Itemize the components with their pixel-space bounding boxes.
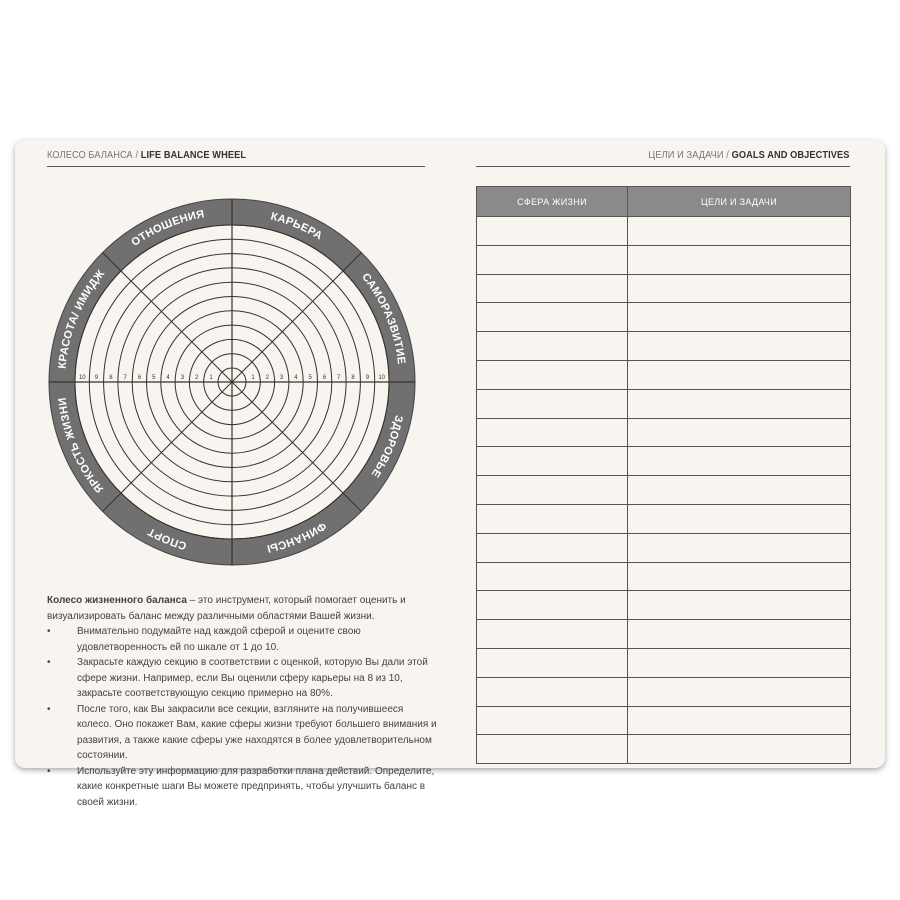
table-row — [476, 216, 851, 246]
goals-cell[interactable] — [627, 475, 851, 505]
life-sphere-cell[interactable] — [476, 475, 628, 505]
life-sphere-cell[interactable] — [476, 590, 628, 621]
table-row — [476, 647, 851, 678]
table-row — [476, 273, 851, 304]
scale-label: 3 — [181, 375, 185, 381]
sector-divider — [102, 252, 362, 512]
life-sphere-cell[interactable] — [476, 446, 628, 477]
table-row — [476, 331, 851, 361]
scale-label: 8 — [351, 375, 355, 381]
goals-cell[interactable] — [627, 331, 851, 361]
scale-label: 2 — [266, 375, 270, 381]
right-header-rule — [476, 166, 850, 167]
table-row — [476, 561, 851, 592]
scale-label: 5 — [152, 375, 156, 381]
life-sphere-cell[interactable] — [476, 561, 628, 592]
header-ru: КОЛЕСО БАЛАНСА / — [47, 149, 139, 161]
bullet-list: Внимательно подумайте над каждой сферой … — [47, 624, 437, 810]
table-row — [476, 503, 851, 534]
life-sphere-cell[interactable] — [476, 388, 628, 419]
intro-bold: Колесо жизненного баланса — [47, 595, 187, 606]
goals-cell[interactable] — [627, 705, 851, 736]
life-sphere-cell[interactable] — [476, 273, 628, 304]
scale-label: 9 — [95, 375, 99, 381]
goals-cell[interactable] — [627, 244, 851, 275]
goals-cell[interactable] — [627, 590, 851, 621]
goals-cell[interactable] — [627, 647, 851, 678]
scale-label: 7 — [337, 375, 341, 381]
goals-cell[interactable] — [627, 273, 851, 304]
column-header-goals: ЦЕЛИ И ЗАДАЧИ — [627, 186, 851, 217]
left-page-header: КОЛЕСО БАЛАНСА / LIFE BALANCE WHEEL — [47, 149, 246, 161]
life-sphere-cell[interactable] — [476, 359, 628, 390]
table-row — [476, 619, 851, 649]
right-page-header: ЦЕЛИ И ЗАДАЧИ / GOALS AND OBJECTIVES — [649, 149, 850, 161]
goals-cell[interactable] — [627, 676, 851, 707]
goals-cell[interactable] — [627, 619, 851, 649]
bullet-item: Используйте эту информацию для разработк… — [47, 764, 437, 811]
goals-cell[interactable] — [627, 302, 851, 333]
header-en: LIFE BALANCE WHEEL — [140, 149, 247, 161]
table-row — [476, 359, 851, 390]
life-sphere-cell[interactable] — [476, 302, 628, 333]
table-row — [476, 590, 851, 621]
intro-text: – это инструмент, который помогает оцени… — [47, 595, 406, 622]
table-row — [476, 676, 851, 707]
table-row — [476, 475, 851, 505]
scale-label: 10 — [79, 375, 86, 381]
table-row — [476, 302, 851, 333]
goals-cell[interactable] — [627, 561, 851, 592]
table-row — [476, 705, 851, 736]
scale-label: 1 — [209, 375, 213, 381]
life-balance-wheel: 1 12 23 34 45 56 67 78 89 910 10ЗДОРОВЬЕФИНАНСЫСПО… — [48, 198, 416, 566]
life-sphere-cell[interactable] — [476, 647, 628, 678]
life-sphere-cell[interactable] — [476, 503, 628, 534]
table-row — [476, 417, 851, 448]
bullet-item: Закрасьте каждую секцию в соответствии с… — [47, 655, 437, 702]
goals-cell[interactable] — [627, 216, 851, 246]
goals-table: СФЕРА ЖИЗНИ ЦЕЛИ И ЗАДАЧИ — [476, 186, 851, 765]
life-sphere-cell[interactable] — [476, 705, 628, 736]
goals-cell[interactable] — [627, 532, 851, 563]
table-row — [476, 734, 851, 765]
scale-label: 2 — [195, 375, 199, 381]
life-sphere-cell[interactable] — [476, 244, 628, 275]
header-en: GOALS AND OBJECTIVES — [732, 149, 850, 161]
scale-label: 10 — [378, 375, 385, 381]
goals-cell[interactable] — [627, 446, 851, 477]
life-sphere-cell[interactable] — [476, 619, 628, 649]
bullet-item: После того, как Вы закрасили все секции,… — [47, 702, 437, 764]
life-sphere-cell[interactable] — [476, 216, 628, 246]
intro: Колесо жизненного баланса – это инструме… — [47, 593, 437, 624]
scale-label: 4 — [166, 375, 170, 381]
scale-label: 8 — [109, 375, 113, 381]
scale-label: 6 — [323, 375, 327, 381]
life-sphere-cell[interactable] — [476, 417, 628, 448]
scale-label: 6 — [138, 375, 142, 381]
scale-label: 4 — [294, 375, 298, 381]
goals-cell[interactable] — [627, 503, 851, 534]
goals-cell[interactable] — [627, 734, 851, 765]
table-row — [476, 446, 851, 477]
table-row — [476, 244, 851, 275]
life-sphere-cell[interactable] — [476, 676, 628, 707]
column-header-life-sphere: СФЕРА ЖИЗНИ — [476, 186, 628, 217]
goals-cell[interactable] — [627, 359, 851, 390]
life-sphere-cell[interactable] — [476, 331, 628, 361]
table-row — [476, 388, 851, 419]
header-ru: ЦЕЛИ И ЗАДАЧИ / — [648, 149, 730, 161]
scale-label: 1 — [251, 375, 255, 381]
instructions: Колесо жизненного баланса – это инструме… — [47, 593, 437, 810]
bullet-item: Внимательно подумайте над каждой сферой … — [47, 624, 437, 655]
table-row — [476, 532, 851, 563]
scale-label: 5 — [309, 375, 313, 381]
goals-cell[interactable] — [627, 388, 851, 419]
scale-label: 3 — [280, 375, 284, 381]
scale-label: 7 — [124, 375, 128, 381]
life-sphere-cell[interactable] — [476, 734, 628, 765]
scale-label: 9 — [366, 375, 370, 381]
life-sphere-cell[interactable] — [476, 532, 628, 563]
left-header-rule — [47, 166, 425, 167]
goals-cell[interactable] — [627, 417, 851, 448]
